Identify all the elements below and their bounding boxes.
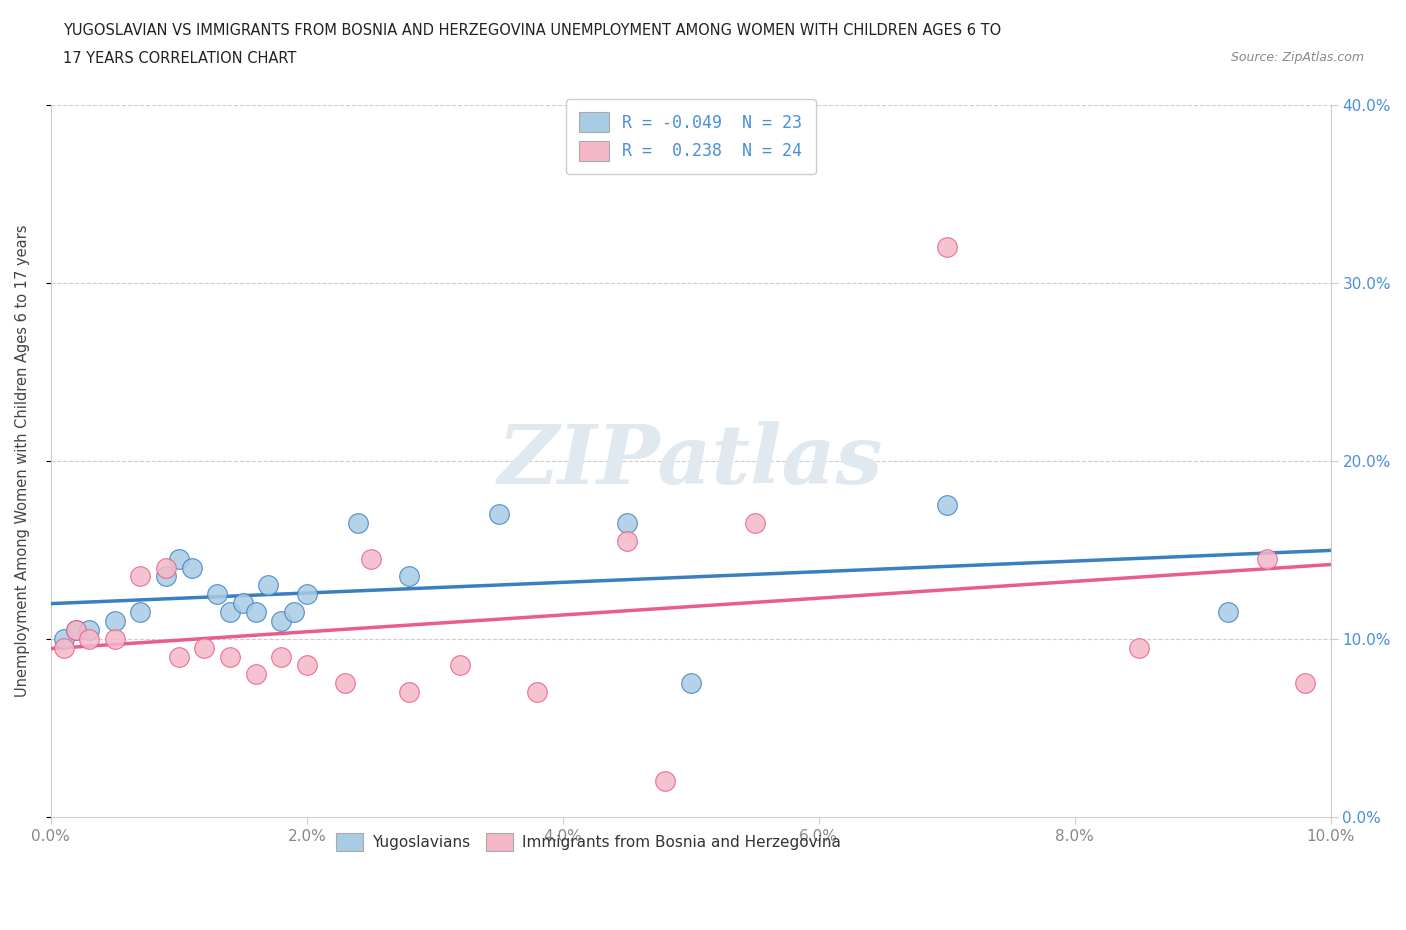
Point bbox=[1128, 640, 1150, 655]
Point bbox=[1256, 551, 1278, 566]
Point bbox=[104, 631, 127, 646]
Point bbox=[77, 631, 100, 646]
Y-axis label: Unemployment Among Women with Children Ages 6 to 17 years: Unemployment Among Women with Children A… bbox=[15, 224, 30, 697]
Point bbox=[155, 569, 177, 584]
Point bbox=[245, 667, 267, 682]
Point bbox=[1218, 604, 1240, 619]
Point bbox=[1294, 676, 1316, 691]
Point bbox=[104, 614, 127, 629]
Point bbox=[77, 622, 100, 637]
Point bbox=[335, 676, 357, 691]
Point bbox=[654, 774, 676, 789]
Point bbox=[526, 684, 548, 699]
Point bbox=[347, 515, 370, 530]
Point bbox=[219, 604, 242, 619]
Point bbox=[935, 240, 957, 255]
Point bbox=[232, 596, 254, 611]
Point bbox=[52, 631, 75, 646]
Text: Source: ZipAtlas.com: Source: ZipAtlas.com bbox=[1230, 51, 1364, 64]
Point bbox=[616, 515, 638, 530]
Point bbox=[65, 622, 87, 637]
Point bbox=[270, 614, 292, 629]
Point bbox=[398, 684, 420, 699]
Point bbox=[52, 640, 75, 655]
Point bbox=[155, 560, 177, 575]
Point bbox=[167, 551, 190, 566]
Point bbox=[744, 515, 766, 530]
Point bbox=[935, 498, 957, 512]
Point bbox=[360, 551, 382, 566]
Point bbox=[449, 658, 471, 672]
Point bbox=[205, 587, 228, 602]
Point bbox=[616, 534, 638, 549]
Point bbox=[129, 604, 152, 619]
Text: YUGOSLAVIAN VS IMMIGRANTS FROM BOSNIA AND HERZEGOVINA UNEMPLOYMENT AMONG WOMEN W: YUGOSLAVIAN VS IMMIGRANTS FROM BOSNIA AN… bbox=[63, 23, 1001, 38]
Point bbox=[679, 676, 702, 691]
Point bbox=[180, 560, 202, 575]
Point bbox=[257, 578, 280, 592]
Point bbox=[167, 649, 190, 664]
Point bbox=[65, 622, 87, 637]
Point bbox=[270, 649, 292, 664]
Legend: Yugoslavians, Immigrants from Bosnia and Herzegovina: Yugoslavians, Immigrants from Bosnia and… bbox=[328, 825, 849, 859]
Text: 17 YEARS CORRELATION CHART: 17 YEARS CORRELATION CHART bbox=[63, 51, 297, 66]
Point bbox=[295, 658, 318, 672]
Point bbox=[193, 640, 215, 655]
Point bbox=[219, 649, 242, 664]
Point bbox=[295, 587, 318, 602]
Point bbox=[398, 569, 420, 584]
Point bbox=[129, 569, 152, 584]
Point bbox=[245, 604, 267, 619]
Point bbox=[283, 604, 305, 619]
Point bbox=[488, 507, 510, 522]
Text: ZIPatlas: ZIPatlas bbox=[498, 420, 883, 500]
